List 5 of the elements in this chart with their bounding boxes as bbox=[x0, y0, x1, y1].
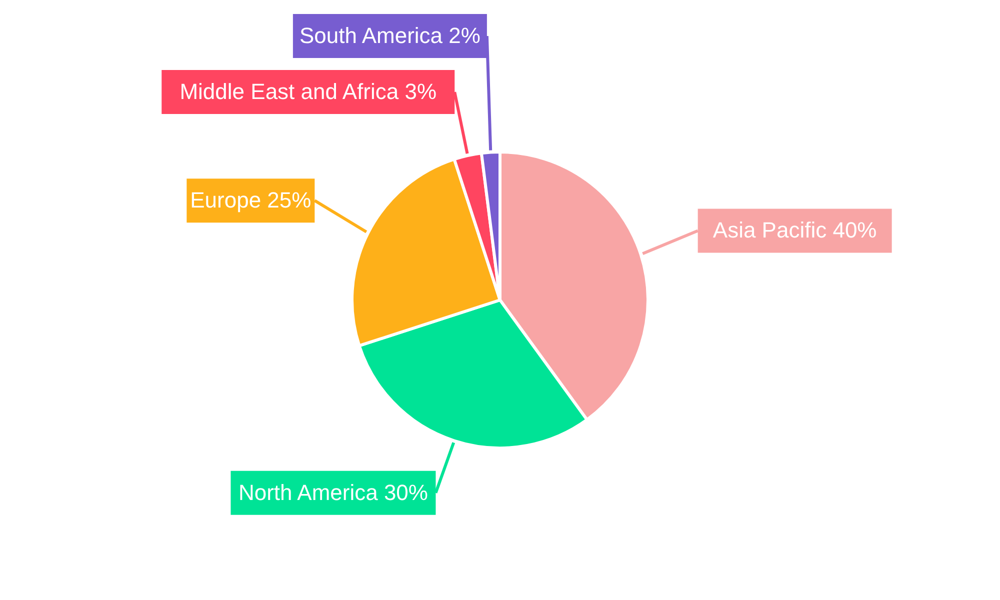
slice-label: Asia Pacific 40% bbox=[712, 218, 877, 243]
slice-label: Europe 25% bbox=[190, 188, 312, 213]
slice-label: South America 2% bbox=[299, 23, 480, 48]
slice-label: North America 30% bbox=[238, 480, 428, 505]
slice-label: Middle East and Africa 3% bbox=[180, 79, 437, 104]
